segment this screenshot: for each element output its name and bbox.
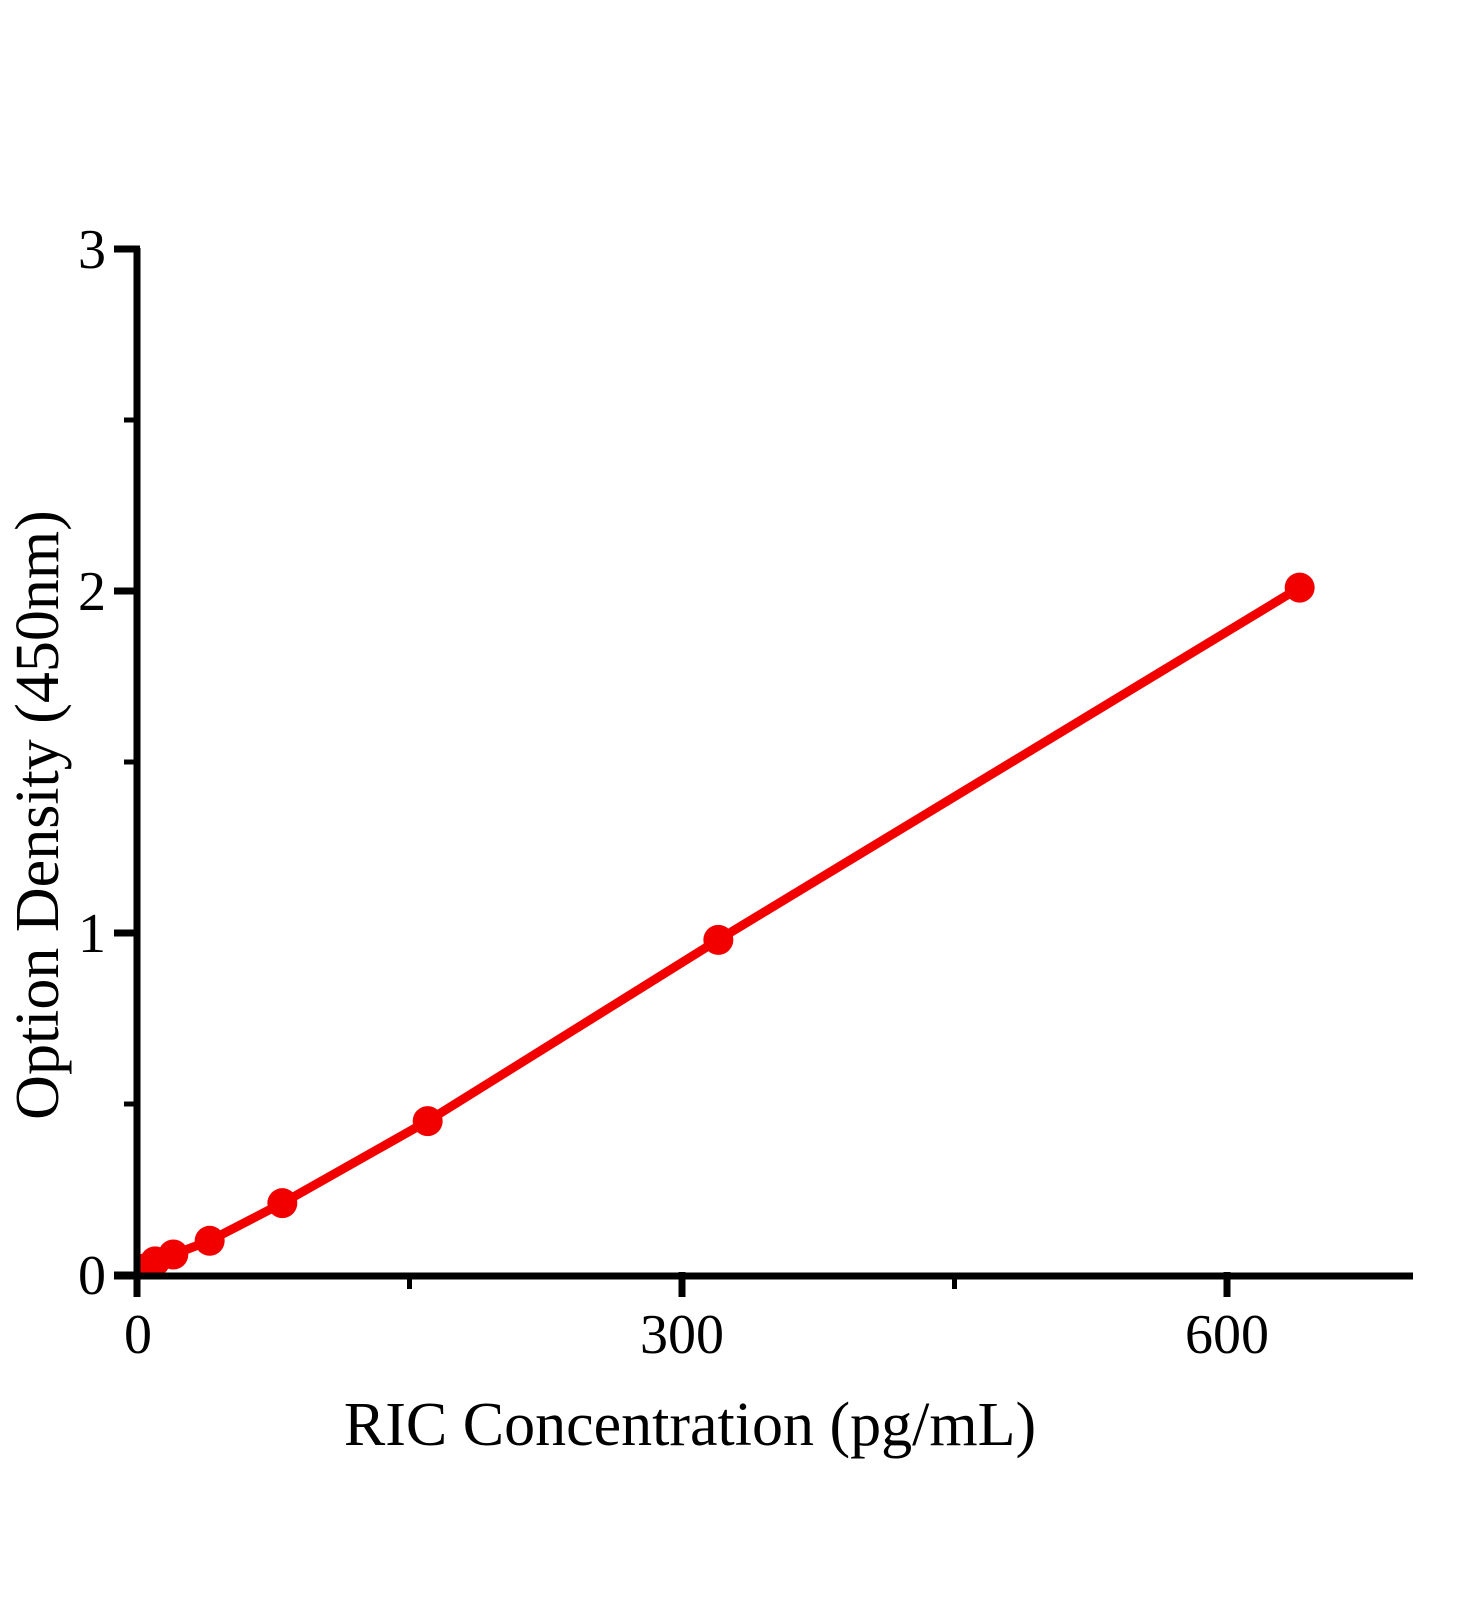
data-point [158,1239,189,1270]
axis-ticks [114,245,1231,1297]
y-tick-label-2: 2 [78,561,106,623]
data-point [703,924,734,955]
y-axis-title: Option Density (450nm) [4,510,72,1120]
data-point [267,1188,298,1219]
x-tick-label-0: 0 [124,1304,152,1366]
x-axis-title: RIC Concentration (pg/mL) [344,1391,1036,1459]
x-tick-label-600: 600 [1185,1304,1269,1366]
data-point [194,1225,225,1256]
data-point [412,1106,443,1137]
x-tick-label-300: 300 [640,1304,724,1366]
y-tick-label-3: 3 [78,219,106,281]
data-point [1284,572,1315,603]
data-series [137,572,1315,1277]
y-tick-label-1: 1 [78,903,106,965]
y-tick-label-0: 0 [78,1245,106,1307]
